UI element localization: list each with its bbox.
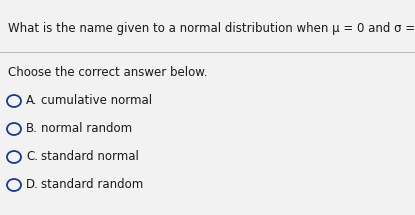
Text: standard normal: standard normal — [41, 150, 139, 163]
Text: Choose the correct answer below.: Choose the correct answer below. — [8, 66, 207, 79]
Text: normal random: normal random — [41, 123, 132, 135]
Text: C.: C. — [26, 150, 38, 163]
Text: standard random: standard random — [41, 178, 143, 192]
Text: What is the name given to a normal distribution when μ = 0 and σ = 1?: What is the name given to a normal distr… — [8, 22, 415, 35]
Text: B.: B. — [26, 123, 38, 135]
Text: D.: D. — [26, 178, 39, 192]
Text: A.: A. — [26, 95, 37, 108]
Text: cumulative normal: cumulative normal — [41, 95, 152, 108]
